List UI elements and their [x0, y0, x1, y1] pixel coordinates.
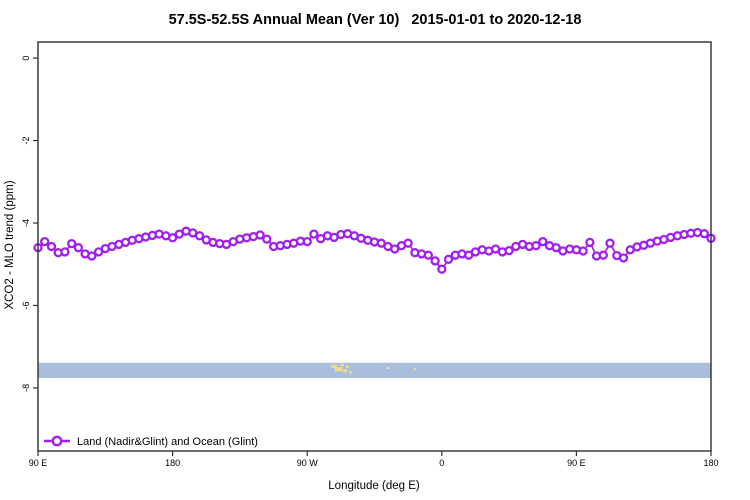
data-point	[504, 245, 514, 256]
data-point	[531, 241, 541, 251]
y-tick-label: -8	[21, 384, 31, 392]
data-point	[538, 236, 548, 247]
legend: Land (Nadir&Glint) and Ocean (Glint)	[44, 435, 258, 448]
chart-title-dates: 2015-01-01 to 2020-12-18	[411, 12, 581, 28]
data-point	[262, 234, 272, 244]
y-tick-label: -6	[21, 301, 31, 309]
data-point	[255, 230, 265, 240]
data-point	[302, 236, 312, 247]
land-mark	[340, 364, 344, 367]
legend-label: Land (Nadir&Glint) and Ocean (Glint)	[77, 436, 258, 448]
plot-area-border	[37, 41, 712, 452]
x-tick-label: 0	[439, 458, 444, 468]
y-tick-label: 0	[21, 56, 31, 61]
data-point	[46, 241, 57, 252]
ocean-band-layer	[38, 362, 711, 379]
axis-ticks-layer: 90 E 180 90 W 0 90 E 180 0 -2 -4 -6 -8	[21, 56, 719, 468]
legend-circle-marker	[51, 435, 63, 447]
data-point	[578, 246, 588, 256]
chart-title: 57.5S-52.5S Annual Mean (Ver 10) 2015-01-…	[169, 12, 582, 28]
data-point	[437, 264, 447, 274]
data-point	[423, 250, 433, 260]
y-axis-title: XCO2 - MLO trend (ppm)	[4, 180, 16, 309]
x-tick-label: 90 W	[297, 458, 319, 468]
y-tick-label: -2	[21, 137, 31, 145]
x-tick-label: 180	[703, 458, 718, 468]
data-point	[376, 238, 386, 248]
series-layer	[33, 226, 716, 274]
data-point	[309, 229, 319, 239]
x-axis-title: Longitude (deg E)	[328, 480, 420, 492]
data-point	[67, 238, 77, 249]
data-point	[403, 238, 413, 248]
data-point	[60, 247, 70, 257]
data-point	[598, 250, 608, 260]
data-point	[699, 229, 709, 239]
data-point	[430, 256, 440, 266]
land-mark	[348, 371, 353, 374]
ocean-band	[38, 362, 711, 379]
land-marks-layer	[330, 364, 417, 374]
data-point	[618, 253, 629, 263]
chart-title-range: 57.5S-52.5S Annual Mean (Ver 10)	[169, 12, 400, 28]
land-mark	[413, 368, 417, 371]
x-tick-label: 90 E	[29, 458, 48, 468]
data-point	[585, 237, 595, 248]
land-mark	[334, 367, 343, 372]
data-point	[73, 243, 84, 253]
data-point	[194, 231, 205, 241]
data-point	[443, 254, 454, 264]
land-mark	[342, 369, 348, 373]
data-point	[167, 233, 178, 243]
land-mark	[386, 366, 390, 369]
x-tick-label: 90 E	[567, 458, 586, 468]
data-point	[87, 251, 97, 261]
land-mark	[330, 364, 337, 369]
x-tick-label: 180	[165, 458, 180, 468]
land-mark	[345, 366, 350, 369]
data-point	[40, 236, 50, 247]
data-point	[605, 238, 615, 248]
y-tick-label: -4	[21, 219, 31, 227]
